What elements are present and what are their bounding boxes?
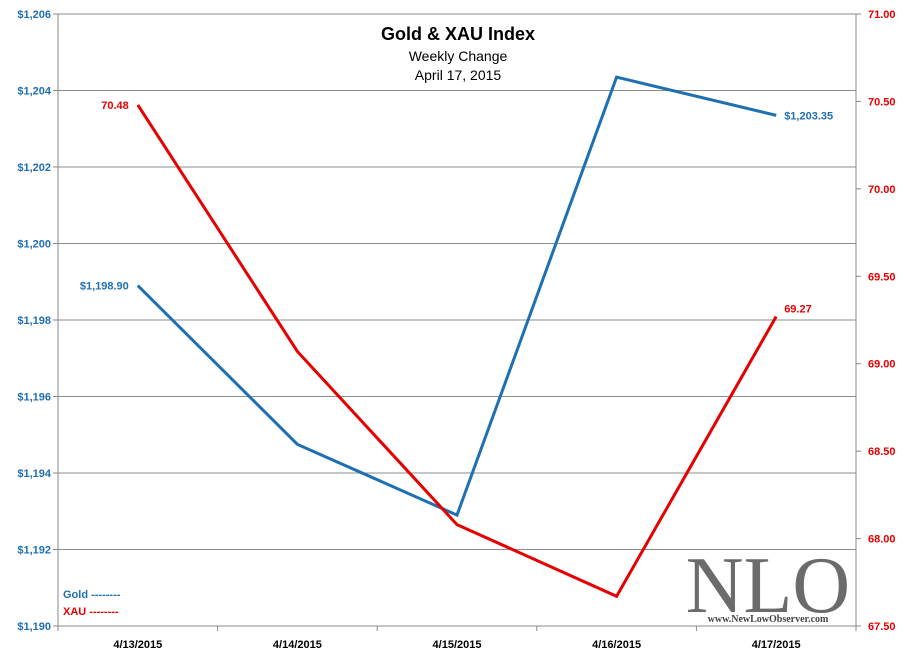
y-right-tick-label: 67.50 xyxy=(868,621,896,633)
x-tick-label: 4/17/2015 xyxy=(752,639,801,651)
x-tick-label: 4/16/2015 xyxy=(592,639,641,651)
chart-date: April 17, 2015 xyxy=(415,67,502,83)
y-right-tick-label: 71.00 xyxy=(868,9,896,21)
y-left-tick-label: $1,196 xyxy=(17,392,51,404)
watermark-logo: NLO xyxy=(686,542,850,630)
chart-title: Gold & XAU Index xyxy=(381,24,535,44)
chart-subtitle: Weekly Change xyxy=(409,48,508,64)
y-left-tick-label: $1,198 xyxy=(17,315,51,327)
y-left-tick-label: $1,204 xyxy=(17,86,52,98)
x-tick-label: 4/15/2015 xyxy=(433,639,482,651)
y-left-tick-label: $1,200 xyxy=(17,239,51,251)
x-tick-label: 4/13/2015 xyxy=(113,639,162,651)
legend-gold: Gold -------- xyxy=(63,589,121,601)
data-labels: $1,198.90 $1,203.35 70.48 69.27 xyxy=(80,100,833,316)
data-label-gold-first: $1,198.90 xyxy=(80,281,129,293)
y-left-tick-label: $1,202 xyxy=(17,162,51,174)
x-tick-marks xyxy=(57,626,857,631)
watermark-url: www.NewLowObserver.com xyxy=(708,614,829,625)
x-tick-label: 4/14/2015 xyxy=(273,639,322,651)
y-right-tick-label: 69.50 xyxy=(868,271,896,283)
y-right-tick-label: 68.00 xyxy=(868,534,896,546)
series-lines xyxy=(136,75,778,599)
y-left-tick-label: $1,192 xyxy=(17,545,51,557)
legend-xau: XAU -------- xyxy=(63,606,119,618)
y-left-tick-labels: $1,190 $1,192 $1,194 $1,196 $1,198 $1,200 $1,2… xyxy=(17,9,52,633)
data-label-xau-first: 70.48 xyxy=(101,100,129,112)
y-left-tick-label: $1,190 xyxy=(17,621,51,633)
data-label-gold-last: $1,203.35 xyxy=(784,110,833,122)
series-line-xau xyxy=(136,104,778,599)
data-label-xau-last: 69.27 xyxy=(784,304,812,316)
series-line-gold xyxy=(136,75,777,518)
y-right-tick-label: 69.00 xyxy=(868,359,896,371)
y-right-tick-label: 68.50 xyxy=(868,446,896,458)
x-tick-labels: 4/13/2015 4/14/2015 4/15/2015 4/16/2015 4/17… xyxy=(113,639,800,651)
y-right-tick-label: 70.00 xyxy=(868,184,896,196)
y-right-tick-labels: 67.50 68.00 68.50 69.00 69.50 70.00 70.50 71.00 xyxy=(868,9,896,633)
nlo-watermark: NLO www.NewLowObserver.com xyxy=(686,542,850,630)
y-left-tick-label: $1,194 xyxy=(17,468,52,480)
y-right-tick-label: 70.50 xyxy=(868,96,896,108)
gridlines xyxy=(53,13,861,627)
y-left-tick-label: $1,206 xyxy=(17,9,51,21)
